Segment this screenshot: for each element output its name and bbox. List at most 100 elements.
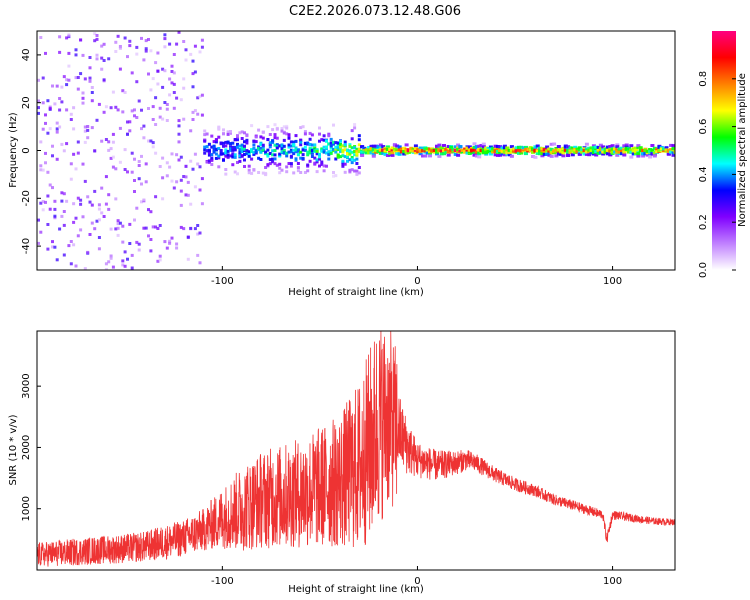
spectrogram-cell — [210, 158, 214, 162]
spectrogram-cell — [271, 139, 275, 143]
spectrogram-cell — [315, 170, 319, 174]
spectrogram-cell — [432, 150, 437, 154]
spectrogram-cell — [278, 162, 282, 166]
spectrogram-cell — [158, 258, 162, 262]
spectrogram-cell — [264, 166, 268, 169]
spectrogram-cell — [67, 244, 71, 248]
spectrogram-cell — [177, 158, 181, 162]
spectrogram-cell — [205, 145, 209, 149]
spectrogram-cell — [135, 116, 139, 119]
spectrogram-cell — [287, 134, 291, 137]
spectrogram-cell — [128, 222, 132, 226]
spectrogram-cell — [357, 147, 361, 151]
spectrogram-cell — [44, 121, 47, 125]
spectrogram-panel: -100 0 100 -40 -20 0 20 40 Height of straight l… — [8, 30, 676, 298]
spectrogram-cell — [111, 165, 115, 169]
spectrogram-cell — [273, 143, 277, 147]
spectrogram-cell — [147, 208, 150, 212]
spectrogram-cell — [104, 268, 108, 270]
spectrogram-cell — [542, 148, 547, 151]
spectrogram-cell — [51, 144, 54, 148]
spectrogram-cell — [79, 228, 83, 232]
spectrogram-cell — [264, 173, 268, 177]
spectrogram-cell — [207, 153, 211, 157]
spectrogram-cell — [193, 109, 197, 113]
spectrogram-cell — [369, 144, 374, 148]
spectrogram-cell — [645, 153, 650, 157]
spectrogram-cell — [111, 140, 115, 144]
spectrogram-cell — [229, 142, 232, 146]
spectrogram-cell — [329, 146, 333, 150]
spectrogram-cell — [631, 147, 636, 151]
spectrogram-cell — [472, 148, 477, 152]
chart-title: C2E2.2026.073.12.48.G06 — [289, 4, 461, 19]
spectrogram-cell — [318, 153, 321, 156]
spectrogram-cell — [65, 83, 69, 87]
spectrogram-cell — [596, 151, 601, 155]
spectrogram-cell — [423, 154, 428, 158]
spectrogram-cell — [109, 254, 113, 258]
spectrogram-cell — [671, 151, 675, 155]
spectrogram-cell — [147, 38, 150, 41]
spectrogram-cell — [79, 202, 83, 206]
spectrogram-cell — [222, 144, 225, 148]
spectrogram-cell — [257, 146, 261, 150]
snr-ticks: -100 0 100 1000 2000 3000 — [21, 373, 622, 587]
spectrogram-cell — [81, 101, 85, 105]
spectrogram-cell — [88, 233, 92, 236]
spectrogram-cell — [411, 149, 416, 153]
spectrogram-cell — [353, 158, 357, 162]
spectrogram-cell — [505, 149, 510, 153]
spectrogram-cell — [285, 170, 289, 174]
spectrogram-cell — [177, 31, 181, 34]
spectrogram-cell — [332, 140, 335, 144]
spectrogram-cell — [154, 123, 158, 126]
spectrogram-cell — [421, 149, 425, 152]
spectrogram-cell — [37, 111, 40, 115]
spectrogram-cell — [126, 120, 129, 124]
spectrogram-cell — [100, 67, 104, 71]
spectrogram-cell — [229, 148, 232, 152]
spectrogram-cell — [179, 178, 183, 182]
spectrogram-cell — [502, 150, 507, 154]
spectrogram-cell — [280, 168, 284, 172]
spectrogram-cell — [65, 108, 69, 112]
spectrogram-cell — [179, 225, 183, 229]
spectrogram-cell — [395, 144, 400, 148]
spectrogram-cell — [315, 158, 319, 162]
spectrogram-cell — [561, 151, 566, 155]
spectrogram-cell — [46, 131, 50, 135]
spectrogram-cell — [163, 45, 167, 49]
spectrogram-cell — [196, 224, 200, 227]
spectrogram-cell — [353, 150, 357, 153]
spectrogram-cell — [357, 171, 361, 175]
spectrogram-cell — [60, 199, 64, 203]
spectrogram-cell — [97, 203, 101, 207]
spectrogram-cell — [156, 259, 160, 263]
spectrogram-cell — [409, 148, 414, 152]
spectrogram-cell — [322, 134, 326, 138]
spectrogram-cell — [325, 145, 328, 149]
spectrogram-cell — [467, 150, 472, 154]
spectrogram-cell — [421, 154, 425, 158]
spectrogram-cell — [271, 157, 275, 161]
spectrogram-cell — [392, 143, 397, 147]
spectrogram-cell — [348, 170, 352, 174]
spectrogram-cell — [175, 180, 179, 184]
spectrogram-cell — [383, 149, 388, 153]
spectrogram-cell — [282, 125, 286, 129]
spectrogram-cell — [608, 152, 613, 156]
spectrogram-cell — [102, 78, 106, 82]
spectrogram-cell — [521, 146, 526, 150]
spectrogram-cell — [610, 144, 615, 148]
spectrogram-cell — [97, 247, 101, 251]
spectrogram-cell — [332, 171, 335, 174]
spectrogram-cell — [605, 152, 610, 156]
spectrogram-x-tick-label: 100 — [603, 276, 622, 287]
spectrogram-cell — [369, 151, 374, 155]
spectrogram-cell — [76, 76, 80, 79]
spectrogram-cell — [121, 89, 125, 93]
spectrogram-cell — [219, 151, 223, 155]
spectrogram-cell — [135, 45, 139, 49]
spectrogram-cell — [315, 148, 319, 152]
